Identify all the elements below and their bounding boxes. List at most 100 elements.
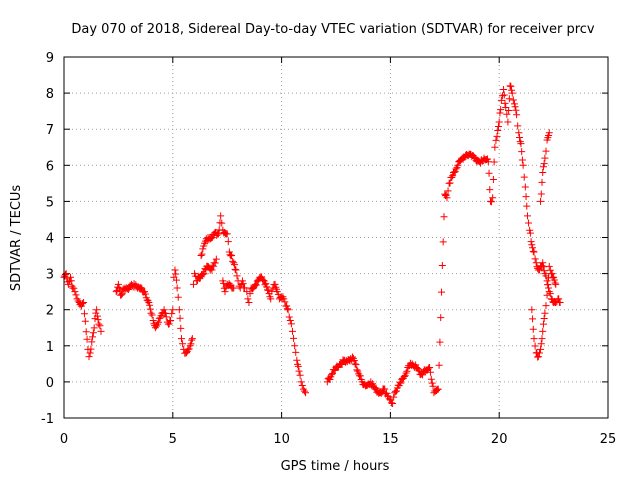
data-point — [491, 143, 499, 151]
data-point — [545, 129, 553, 137]
data-point — [96, 322, 104, 330]
data-point — [93, 306, 101, 314]
data-point — [389, 400, 397, 408]
data-point — [97, 327, 105, 335]
data-point — [71, 288, 79, 296]
data-point — [488, 198, 496, 206]
data-point — [523, 212, 531, 220]
data-point — [427, 375, 435, 383]
data-point — [167, 317, 175, 325]
data-point — [539, 320, 547, 328]
data-point — [538, 178, 546, 186]
data-point — [89, 333, 97, 341]
data-point — [162, 309, 170, 317]
data-point — [449, 172, 457, 180]
data-point — [114, 280, 122, 288]
data-point — [525, 219, 533, 227]
data-point — [529, 315, 537, 323]
data-point — [334, 363, 342, 371]
data-point — [223, 230, 231, 238]
data-point — [175, 306, 183, 314]
data-point — [429, 382, 437, 390]
data-point — [232, 266, 240, 274]
data-point — [508, 89, 516, 97]
data-point — [518, 148, 526, 156]
data-point — [198, 250, 206, 258]
data-point — [543, 277, 551, 285]
data-point — [530, 248, 538, 256]
data-points — [60, 82, 564, 408]
data-point — [512, 106, 520, 114]
data-point — [350, 357, 358, 365]
data-point — [176, 314, 184, 322]
data-point — [185, 345, 193, 353]
data-point — [552, 280, 560, 288]
data-point — [514, 122, 522, 130]
data-point — [470, 153, 478, 161]
data-point — [540, 160, 548, 168]
data-point — [230, 261, 238, 269]
data-point — [300, 387, 308, 395]
data-point — [551, 279, 559, 287]
data-point — [556, 298, 564, 306]
data-point — [162, 313, 170, 321]
data-point — [509, 96, 517, 104]
data-point — [550, 276, 558, 284]
data-point — [503, 110, 511, 118]
data-point — [444, 187, 452, 195]
data-point — [144, 297, 152, 305]
data-point — [437, 314, 445, 322]
data-point — [531, 255, 539, 263]
data-point — [189, 280, 197, 288]
data-point — [537, 345, 545, 353]
data-point — [545, 262, 553, 270]
data-point — [197, 252, 205, 260]
data-point — [229, 257, 237, 265]
data-point — [224, 238, 232, 246]
data-point — [199, 245, 207, 253]
data-point — [61, 271, 69, 279]
data-point — [516, 134, 524, 142]
data-point — [177, 324, 185, 332]
y-tick-label: 6 — [46, 159, 54, 174]
data-point — [441, 190, 449, 198]
data-point — [518, 156, 526, 164]
data-point — [529, 325, 537, 333]
data-point — [351, 360, 359, 368]
data-point — [151, 324, 159, 332]
data-point — [438, 261, 446, 269]
data-point — [169, 306, 177, 314]
data-point — [72, 291, 80, 299]
data-point — [543, 291, 551, 299]
data-point — [173, 284, 181, 292]
data-point — [86, 349, 94, 357]
data-point — [152, 322, 160, 330]
data-point — [208, 233, 216, 241]
data-point — [283, 305, 291, 313]
data-point — [354, 367, 362, 375]
data-point — [385, 395, 393, 403]
x-tick-label: 10 — [273, 432, 290, 447]
data-point — [356, 372, 364, 380]
data-point — [537, 197, 545, 205]
x-tick-label: 5 — [169, 432, 177, 447]
data-point — [495, 118, 503, 126]
data-point — [220, 284, 228, 292]
data-point — [87, 345, 95, 353]
axis-ticks: 0 5 10 15 20 25 -1 0 1 2 3 4 5 6 7 8 9 — [41, 51, 616, 447]
data-point — [539, 169, 547, 177]
data-point — [94, 316, 102, 324]
data-point — [90, 324, 98, 332]
x-tick-label: 20 — [491, 432, 508, 447]
data-point — [498, 92, 506, 100]
data-point — [501, 99, 509, 107]
data-point — [67, 273, 75, 281]
data-point — [397, 379, 405, 387]
data-point — [296, 371, 304, 379]
y-tick-label: 1 — [46, 340, 54, 355]
data-point — [434, 385, 442, 393]
data-point — [81, 317, 89, 325]
data-point — [546, 266, 554, 274]
data-point — [217, 212, 225, 220]
data-point — [414, 365, 422, 373]
